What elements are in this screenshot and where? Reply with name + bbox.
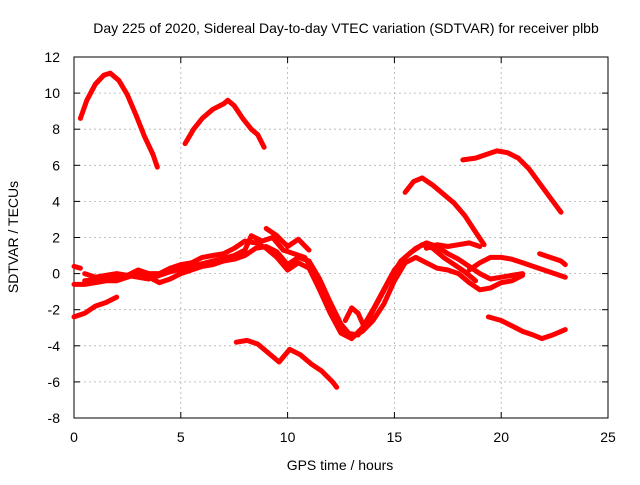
- y-tick-label: -2: [48, 302, 61, 318]
- series-arc-1: [77, 70, 160, 170]
- x-tick-label: 25: [600, 429, 616, 445]
- x-tick-label: 10: [280, 429, 296, 445]
- series-layer: [71, 70, 568, 390]
- y-axis-label: SDTVAR / TECUs: [5, 181, 21, 293]
- y-tick-label: 8: [52, 121, 60, 137]
- series-arc-13: [423, 240, 483, 251]
- x-tick-label: 0: [70, 429, 78, 445]
- series-arc-7: [263, 226, 312, 253]
- series-arc-6: [82, 233, 479, 338]
- y-tick-label: 10: [44, 85, 60, 101]
- x-axis-label: GPS time / hours: [287, 457, 394, 473]
- y-tick-label: 6: [52, 157, 60, 173]
- y-tick-label: -8: [48, 410, 61, 426]
- y-axis: -8 -6 -4 -2 0 2 4 6 8 10 12: [44, 49, 608, 426]
- grid: [74, 57, 608, 418]
- y-tick-label: 4: [52, 193, 60, 209]
- series-arc-16: [485, 314, 568, 342]
- y-tick-label: -6: [48, 374, 61, 390]
- x-tick-label: 15: [387, 429, 403, 445]
- series-arc-9: [233, 337, 340, 390]
- series-arc-14: [466, 254, 568, 280]
- series-arc-3: [71, 263, 83, 271]
- y-tick-label: 12: [44, 49, 60, 65]
- series-arc-15: [537, 251, 568, 268]
- series-arc-8: [71, 294, 120, 320]
- x-axis: 0 5 10 15 20 25: [70, 57, 616, 445]
- series-arc-10: [342, 305, 367, 331]
- y-tick-label: -4: [48, 338, 61, 354]
- series-arc-2: [182, 97, 267, 150]
- x-tick-label: 20: [493, 429, 509, 445]
- y-tick-label: 2: [52, 230, 60, 246]
- x-tick-label: 5: [177, 429, 185, 445]
- y-tick-label: 0: [52, 266, 60, 282]
- series-arc-12: [460, 148, 564, 215]
- series-arc-11: [402, 175, 487, 248]
- chart-title: Day 225 of 2020, Sidereal Day-to-day VTE…: [93, 20, 599, 36]
